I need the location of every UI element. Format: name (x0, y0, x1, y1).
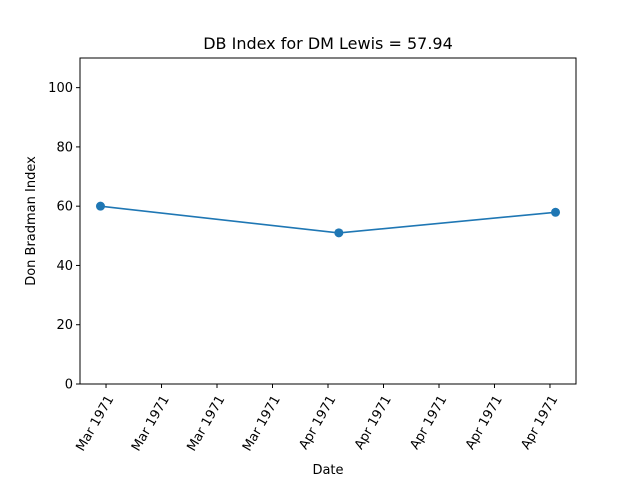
y-axis-label: Don Bradman Index (24, 156, 39, 286)
y-tick-label: 40 (56, 259, 73, 274)
x-tick-label: Apr 1971 (407, 393, 450, 452)
y-tick-label: 0 (65, 378, 73, 393)
data-point (334, 228, 344, 238)
plot-area (79, 57, 577, 385)
data-point (95, 201, 105, 211)
series-line (100, 205, 556, 234)
x-axis-ticks: Mar 1971 Mar 1971 Mar 1971 Mar 1971 Apr 1971… (74, 384, 561, 454)
y-tick-label: 100 (48, 81, 73, 96)
x-tick-label: Apr 1971 (518, 393, 561, 452)
y-axis-ticks: 0 20 40 60 80 100 (48, 81, 80, 393)
x-axis-label: Date (312, 463, 343, 478)
x-tick-label: Mar 1971 (240, 393, 284, 454)
x-tick-label: Apr 1971 (296, 393, 339, 452)
series-layer (95, 201, 561, 238)
y-tick-label: 60 (56, 200, 73, 215)
x-tick-label: Apr 1971 (352, 393, 395, 452)
y-tick-label: 20 (56, 318, 73, 333)
data-point (551, 207, 561, 217)
x-tick-label: Apr 1971 (463, 393, 506, 452)
x-tick-label: Mar 1971 (74, 393, 118, 454)
x-tick-label: Mar 1971 (184, 393, 228, 454)
x-tick-label: Mar 1971 (129, 393, 173, 454)
chart-title: DB Index for DM Lewis = 57.94 (203, 34, 453, 53)
y-tick-label: 80 (56, 140, 73, 155)
